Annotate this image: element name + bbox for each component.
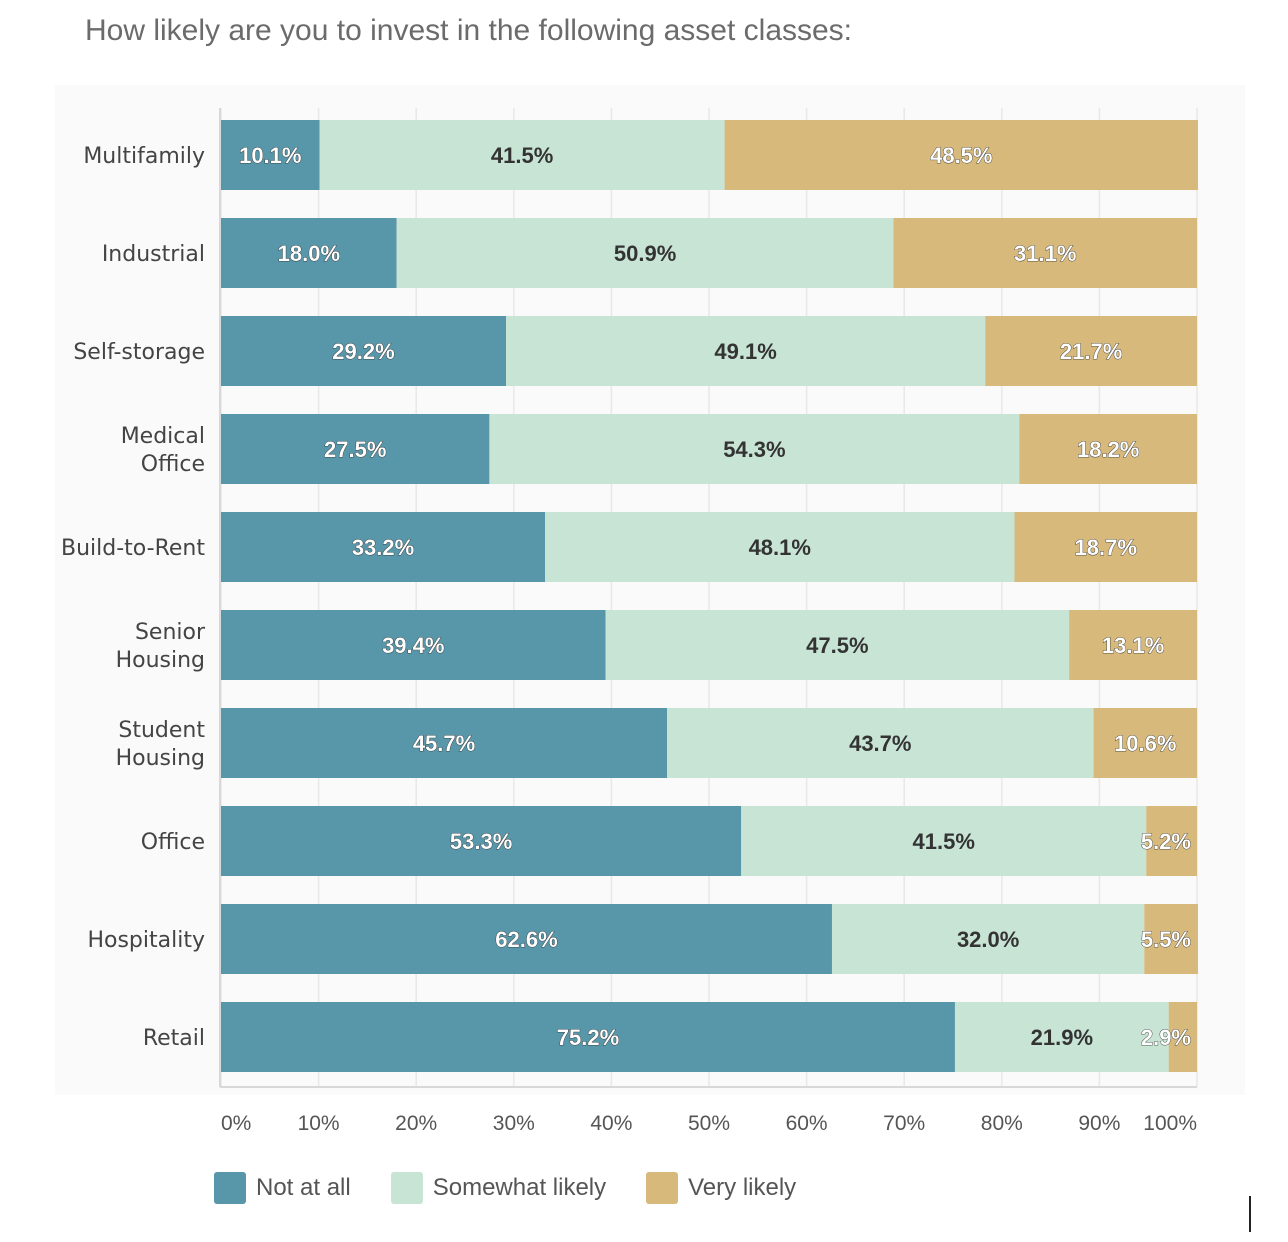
bar-segment [954,1002,1169,1072]
x-tick-label: 70% [883,1112,925,1135]
data-label: 5.5% [1141,927,1191,952]
data-label: 18.0% [278,241,340,266]
legend-item-not-at-all[interactable]: Not at all [214,1172,351,1204]
category-label: Hospitality [87,928,205,953]
category-label: Student [118,718,205,743]
data-label: 21.9% [1031,1025,1093,1050]
bar-segment [741,806,1147,876]
bar-segment [221,218,397,288]
category-label: Housing [116,746,205,771]
bar-segment [1144,904,1198,974]
bar-segment [221,414,490,484]
data-label: 39.4% [382,633,444,658]
legend-label-not-at-all: Not at all [256,1174,351,1201]
data-label: 32.0% [957,927,1019,952]
category-label: Office [141,830,205,855]
legend-swatch-somewhat-likely [390,1172,423,1204]
bar-segment [221,708,668,778]
bar-segment [545,512,1015,582]
bar-segment [1069,610,1197,680]
bar-segment [221,1002,955,1072]
x-tick-label: 0% [221,1112,251,1135]
bar-segment [1146,806,1197,876]
bar-segment [221,120,320,190]
data-label: 18.7% [1075,535,1137,560]
legend-swatch-very-likely [646,1172,679,1204]
chart-title: How likely are you to invest in the foll… [85,14,853,47]
data-label: 29.2% [332,339,394,364]
category-label: Self-storage [73,340,205,365]
chart-legend: Not at all Somewhat likely Very likely [214,1172,836,1204]
data-label: 41.5% [913,829,975,854]
bar-segment [505,316,986,386]
bar-segment [1168,1002,1197,1072]
x-tick-label: 40% [590,1112,632,1135]
x-tick-label: 80% [981,1112,1023,1135]
bar-segment [605,610,1070,680]
category-label: Office [141,452,205,477]
data-label: 47.5% [806,633,868,658]
bar-segment [221,904,832,974]
data-label: 13.1% [1102,633,1164,658]
data-label: 75.2% [557,1025,619,1050]
legend-item-somewhat-likely[interactable]: Somewhat likely [390,1172,607,1204]
bar-segment [221,806,742,876]
bar-segment [724,120,1198,190]
data-label: 43.7% [849,731,911,756]
data-label: 41.5% [491,143,553,168]
data-label: 27.5% [324,437,386,462]
category-label: Multifamily [83,144,205,169]
data-label: 50.9% [614,241,676,266]
legend-swatch-not-at-all [214,1172,246,1204]
bar-segment [1019,414,1197,484]
category-label: Housing [116,648,205,673]
data-label: 5.2% [1141,829,1191,854]
category-label: Retail [143,1026,205,1051]
data-label: 31.1% [1014,241,1076,266]
bar-segment [396,218,894,288]
data-label: 10.1% [239,143,301,168]
data-label: 10.6% [1114,731,1176,756]
data-label: 54.3% [723,437,785,462]
data-label: 62.6% [495,927,557,952]
category-label: Senior [135,620,206,645]
data-label: 45.7% [413,731,475,756]
x-tick-label: 10% [298,1112,340,1135]
x-tick-label: 20% [395,1112,437,1135]
data-label: 49.1% [714,339,776,364]
bar-segment [221,610,606,680]
x-tick-label: 30% [493,1112,535,1135]
bar-segment [893,218,1197,288]
category-label: Industrial [102,242,205,267]
data-label: 2.9% [1141,1025,1191,1050]
legend-label-very-likely: Very likely [688,1174,797,1201]
bar-segment [319,120,725,190]
stacked-bar-chart: 10.1% 41.5% 48.5% Multifamily 18.0% 50.9% 31.1… [61,108,1198,1135]
category-label: Medical [121,424,205,449]
x-tick-label: 90% [1078,1112,1120,1135]
bar-segment [221,512,546,582]
x-tick-label: 60% [786,1112,828,1135]
data-label: 33.2% [352,535,414,560]
data-label: 21.7% [1060,339,1122,364]
bar-segment [1014,512,1197,582]
bar-segment [985,316,1197,386]
bar-segment [667,708,1094,778]
legend-label-somewhat-likely: Somewhat likely [432,1174,607,1201]
data-label: 48.1% [749,535,811,560]
bar-segment [831,904,1145,974]
bar-segment [489,414,1020,484]
data-label: 53.3% [450,829,512,854]
text-cursor [1249,1196,1251,1232]
x-tick-label: 50% [688,1112,730,1135]
data-label: 18.2% [1077,437,1139,462]
bar-segment [1093,708,1197,778]
x-tick-label: 100% [1143,1112,1197,1135]
data-label: 48.5% [930,143,992,168]
legend-item-very-likely[interactable]: Very likely [646,1172,796,1204]
category-label: Build-to-Rent [61,536,205,561]
bar-segment [221,316,506,386]
